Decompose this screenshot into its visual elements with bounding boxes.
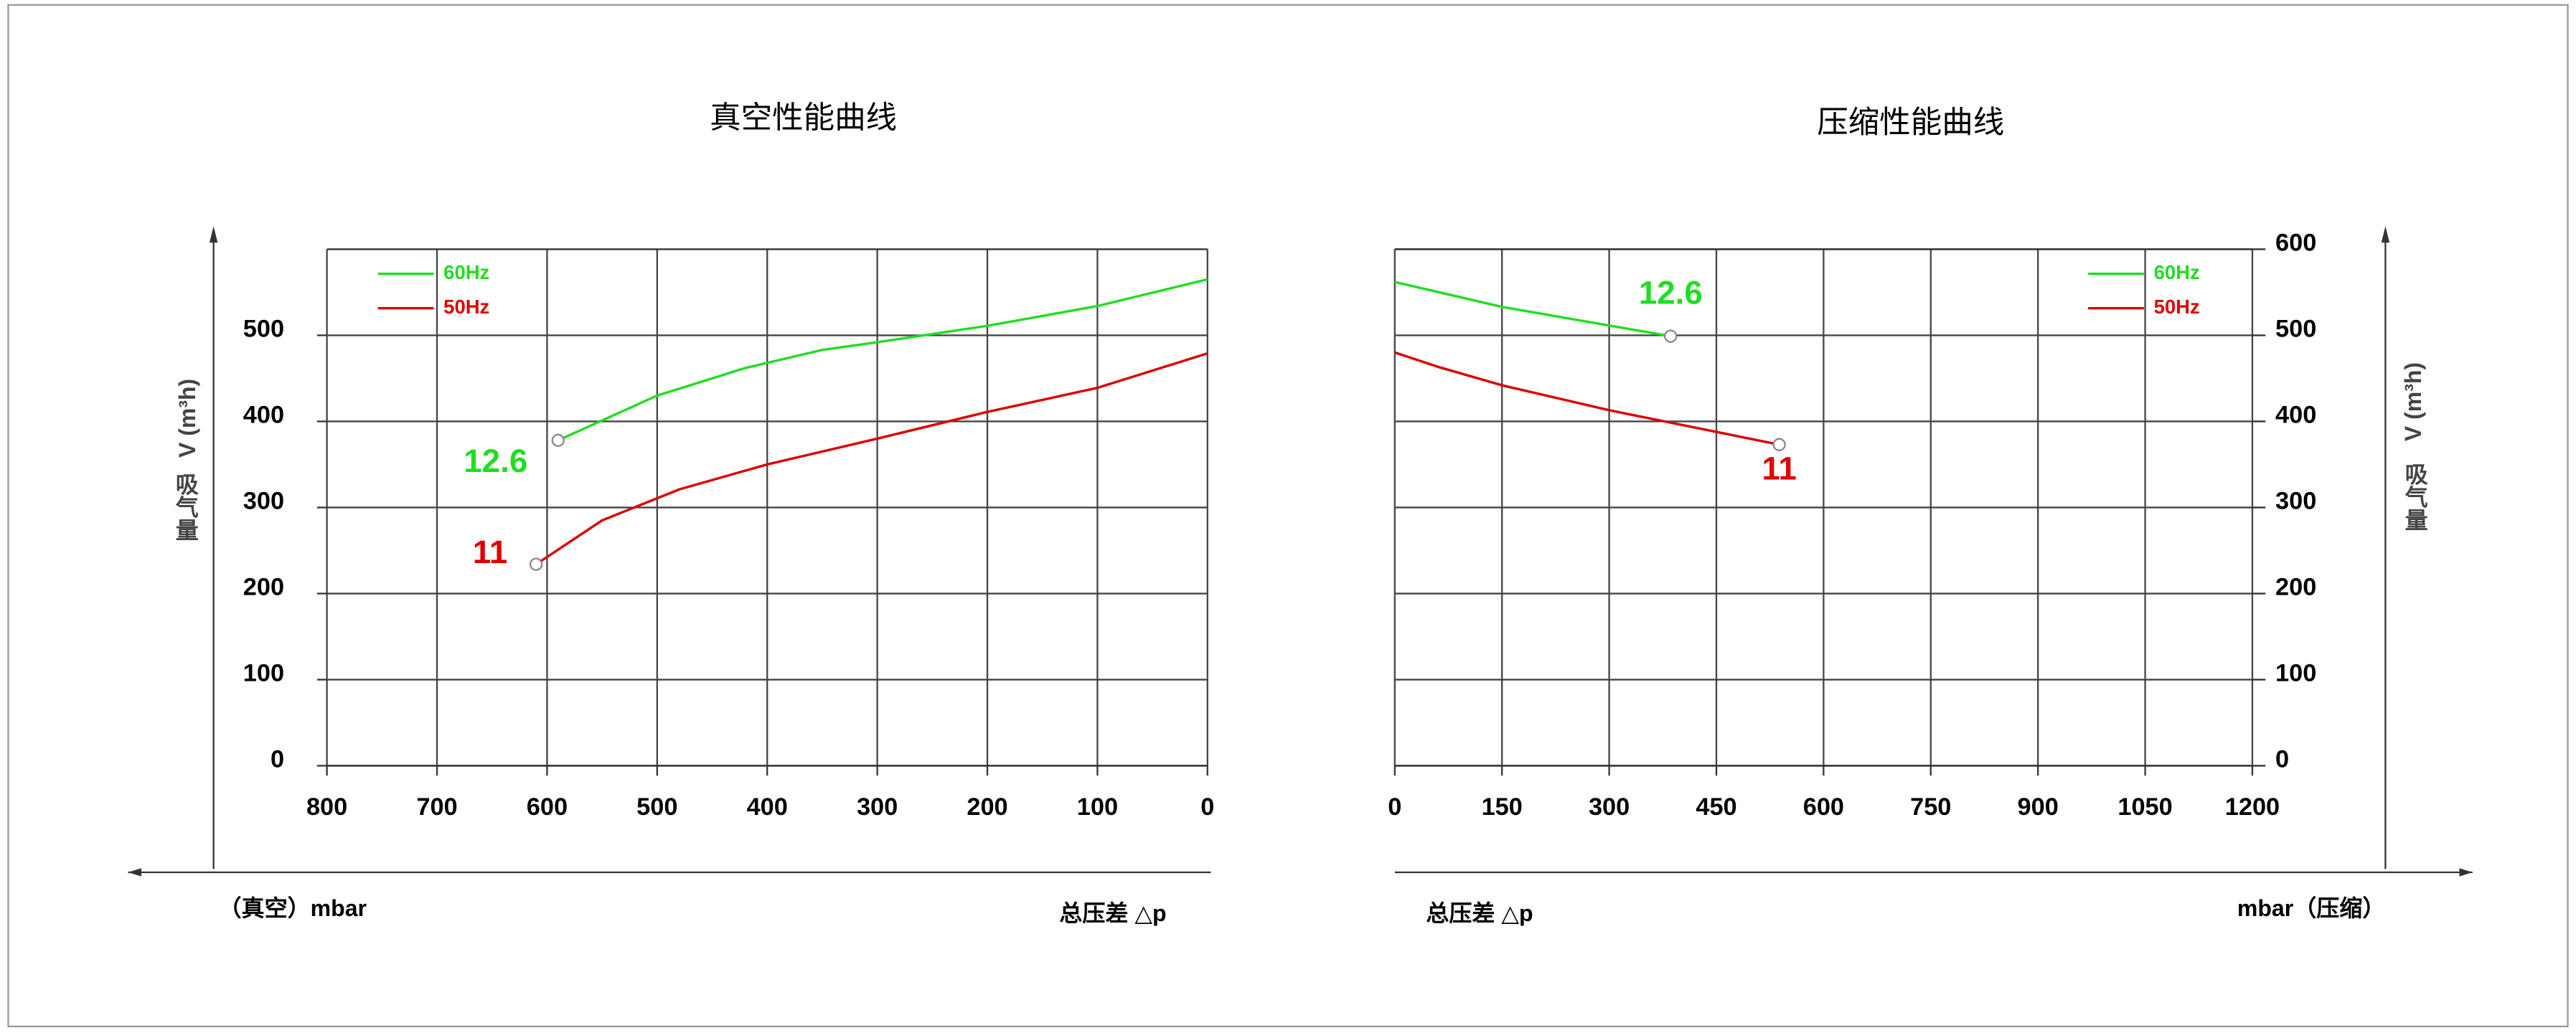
chart-title: 真空性能曲线 <box>710 100 897 135</box>
series-line <box>535 352 1208 566</box>
arrow-head <box>2459 868 2473 877</box>
series-line <box>1394 280 1671 338</box>
y-tick-label: 300 <box>243 488 284 515</box>
x-tick-label: 600 <box>527 793 568 821</box>
series-annotation: 12.6 <box>1639 275 1703 311</box>
y-axis-label-cn: 吸气量 <box>2402 463 2428 532</box>
y-tick-label: 600 <box>2275 230 2316 257</box>
x-axis-label: 总压差 △p <box>1059 900 1166 926</box>
legend-label: 50Hz <box>443 296 489 318</box>
legend-label: 60Hz <box>443 261 489 283</box>
x-tick-label: 1050 <box>2117 793 2172 821</box>
x-tick-label: 200 <box>967 793 1007 821</box>
y-tick-label: 300 <box>2275 488 2316 515</box>
y-tick-label: 200 <box>2275 574 2316 601</box>
end-marker <box>1772 438 1786 451</box>
y-tick-label: 100 <box>243 660 284 687</box>
series-annotation: 12.6 <box>464 443 527 479</box>
y-axis-label: V (m³h) <box>2400 362 2426 441</box>
y-tick-label: 200 <box>243 574 284 601</box>
y-tick-label: 100 <box>2275 660 2316 687</box>
x-tick-label: 400 <box>747 793 788 821</box>
arrow-head <box>2381 226 2390 243</box>
series-line <box>558 278 1208 442</box>
y-axis-label-cn: 吸气量 <box>173 472 199 541</box>
x-unit-label: （真空）mbar <box>219 895 367 921</box>
y-tick-label: 400 <box>243 402 284 429</box>
end-marker <box>551 433 565 447</box>
x-tick-label: 0 <box>1200 793 1214 821</box>
x-tick-label: 900 <box>2018 793 2059 821</box>
legend-label: 50Hz <box>2154 296 2200 318</box>
x-tick-label: 450 <box>1696 793 1736 821</box>
y-tick-label: 400 <box>2275 402 2316 429</box>
y-axis-label: V (m³h) <box>174 379 200 458</box>
y-tick-label: 500 <box>2275 316 2316 343</box>
end-marker <box>529 557 543 571</box>
series-annotation: 11 <box>473 534 507 570</box>
x-tick-label: 150 <box>1482 793 1523 821</box>
series-line <box>1394 351 1780 446</box>
x-tick-label: 600 <box>1803 793 1844 821</box>
x-tick-label: 0 <box>1388 793 1401 821</box>
x-axis-label: 总压差 △p <box>1426 900 1533 926</box>
x-tick-label: 100 <box>1077 793 1118 821</box>
y-tick-label: 0 <box>271 746 284 773</box>
end-marker <box>1664 329 1678 343</box>
x-unit-label: mbar（压缩） <box>2237 895 2386 921</box>
x-tick-label: 300 <box>857 793 898 821</box>
frame <box>7 4 2569 1027</box>
y-tick-label: 500 <box>243 316 284 343</box>
chart-title: 压缩性能曲线 <box>1817 105 2004 140</box>
arrow-head <box>128 868 141 877</box>
series-annotation: 11 <box>1762 451 1796 487</box>
x-tick-label: 800 <box>306 793 347 821</box>
x-tick-label: 300 <box>1589 793 1630 821</box>
legend-label: 60Hz <box>2154 261 2200 283</box>
x-tick-label: 750 <box>1910 793 1951 821</box>
x-tick-label: 700 <box>416 793 457 821</box>
arrow-head <box>209 226 218 243</box>
x-tick-label: 500 <box>636 793 677 821</box>
y-tick-label: 0 <box>2275 746 2289 773</box>
x-tick-label: 1200 <box>2225 793 2280 821</box>
